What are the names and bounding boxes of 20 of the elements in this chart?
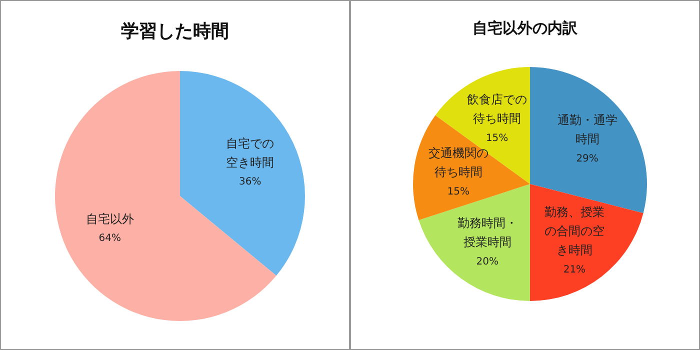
pie-slice [418,184,530,301]
slice-label: 自宅での空き時間 [226,136,274,170]
slice-label: 飲食店での待ち時間 [467,92,528,126]
pie-slice [530,184,644,301]
chart-title: 学習した時間 [120,20,230,43]
slice-label: 勤務時間・授業時間 [457,216,518,249]
slice-label: 自宅以外 [86,212,134,226]
data-label: 15% [447,186,470,198]
pie-slice [180,71,305,276]
chart-title: 自宅以外の内訳 [472,19,578,38]
data-label: 64% [98,233,121,244]
slice-label: 勤務、授業の合間の空き時間 [544,205,604,258]
slice-label: 交通機関の待ち時間 [428,146,488,179]
data-label: 36% [239,176,262,188]
data-label: 15% [486,133,508,144]
slice-label: 通勤・通学時間 [557,112,618,146]
pie-slice [55,71,276,321]
data-label: 21% [563,264,586,276]
data-label: 29% [576,153,598,164]
data-label: 20% [476,256,498,268]
